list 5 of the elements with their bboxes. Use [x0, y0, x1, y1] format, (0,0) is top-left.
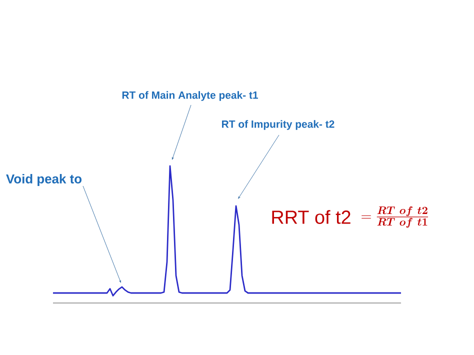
text: RT of Main Analyte peak- t1	[122, 91, 258, 101]
annotation: $= \frac{\boldsymbol{RT\ of\ t2}}{\boldsymbol{RT\ of\ t1}}$	[362, 206, 428, 228]
text: RT of Impurity peak- t2	[222, 120, 334, 130]
annotation: RRT of t2	[272, 210, 350, 224]
annotation: Void peak to	[6, 174, 82, 186]
